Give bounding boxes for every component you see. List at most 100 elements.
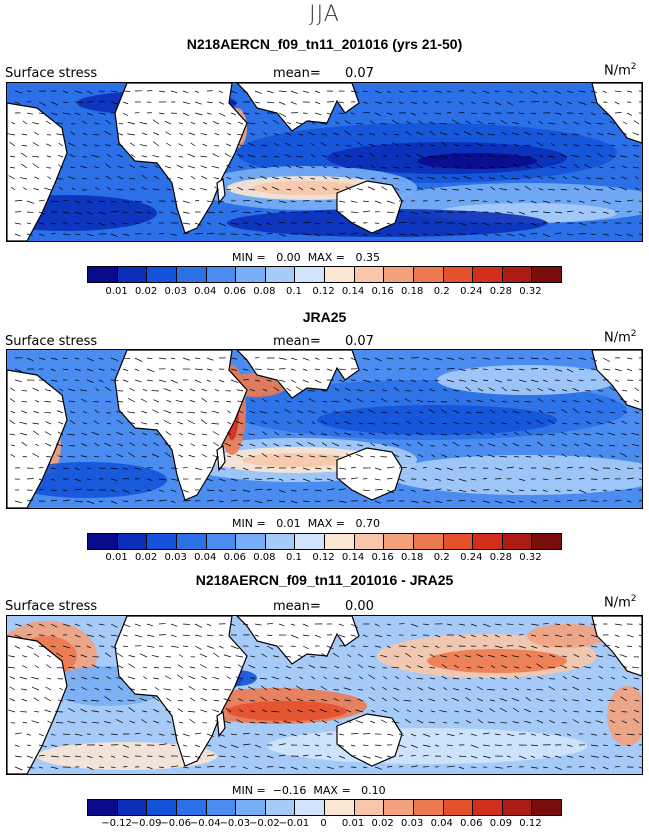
vector-arrow — [346, 709, 352, 713]
vector-arrow — [566, 466, 573, 469]
vector-arrow — [58, 421, 64, 425]
vector-arrow — [227, 410, 232, 414]
vector-arrow — [344, 432, 352, 436]
vector-arrow — [506, 489, 514, 494]
colorbar-tick-label: 0.01 — [341, 818, 365, 829]
vector-arrow — [382, 143, 388, 147]
vector-arrow — [224, 721, 232, 724]
vector-arrow — [573, 400, 580, 403]
vector-arrow — [31, 720, 40, 724]
panel2-title: JRA25 — [302, 309, 347, 325]
vector-arrow — [355, 453, 364, 458]
vector-arrow — [55, 443, 64, 447]
vector-arrow — [86, 500, 95, 504]
vector-arrow — [554, 90, 562, 94]
vector-arrow — [19, 421, 28, 425]
vector-arrow — [80, 455, 88, 458]
vector-arrow — [526, 411, 532, 414]
vector-arrow — [614, 467, 621, 471]
panel2-colorbar — [87, 533, 562, 550]
vector-arrow — [254, 478, 263, 481]
vector-arrow — [50, 200, 59, 203]
vector-arrow — [350, 744, 356, 747]
vector-arrow — [122, 233, 130, 236]
vector-arrow — [494, 379, 503, 383]
vector-arrow — [343, 687, 352, 691]
vector-arrow — [586, 654, 592, 658]
vector-arrow — [547, 188, 556, 191]
vector-arrow — [626, 645, 632, 647]
vector-arrow — [153, 175, 160, 180]
vector-arrow — [538, 454, 544, 458]
vector-arrow — [434, 357, 443, 361]
vector-arrow — [391, 442, 400, 447]
vector-arrow — [178, 187, 184, 191]
field-contour — [417, 153, 537, 169]
vector-arrow — [554, 101, 562, 106]
vector-arrow — [610, 411, 616, 414]
vector-arrow — [344, 120, 352, 125]
vector-arrow — [46, 143, 52, 147]
vector-arrow — [82, 132, 88, 136]
vector-arrow — [261, 709, 268, 713]
vector-arrow — [595, 655, 604, 658]
vector-arrow — [506, 222, 512, 225]
colorbar-tick-label: 0.2 — [433, 286, 450, 297]
vector-arrow — [50, 112, 58, 116]
vector-arrow — [418, 120, 424, 125]
vector-arrow — [386, 222, 392, 225]
vector-arrow — [585, 699, 592, 702]
vector-arrow — [151, 453, 160, 458]
vector-arrow — [626, 733, 635, 736]
vector-arrow — [559, 154, 568, 158]
vector-arrow — [338, 744, 344, 747]
vector-arrow — [586, 176, 592, 180]
vector-arrow — [597, 132, 604, 136]
vector-arrow — [374, 744, 382, 746]
vector-arrow — [410, 623, 419, 627]
vector-arrow — [626, 634, 634, 638]
vector-arrow — [476, 430, 484, 436]
vector-arrow — [116, 453, 124, 458]
field-contour — [387, 455, 642, 495]
vector-arrow — [561, 408, 568, 414]
vector-arrow — [273, 164, 280, 169]
vector-arrow — [249, 721, 256, 724]
vector-arrow — [309, 455, 316, 458]
vector-arrow — [19, 177, 28, 180]
vector-arrow — [428, 721, 436, 724]
vector-arrow — [22, 722, 28, 724]
vector-arrow — [464, 687, 472, 691]
vector-arrow — [200, 664, 208, 669]
vector-arrow — [332, 652, 340, 658]
vector-arrow — [194, 744, 201, 748]
vector-arrow — [482, 732, 490, 735]
vector-arrow — [350, 200, 358, 203]
vector-arrow — [638, 368, 642, 371]
vector-arrow — [326, 478, 334, 482]
vector-arrow — [490, 144, 496, 147]
vector-arrow — [230, 379, 239, 383]
vector-arrow — [170, 211, 178, 215]
vector-arrow — [561, 389, 568, 392]
vector-arrow — [290, 200, 296, 203]
colorbar-tick-label: 0.06 — [223, 552, 246, 563]
vector-arrow — [10, 444, 16, 447]
vector-arrow — [590, 645, 598, 648]
vector-arrow — [405, 718, 412, 724]
vector-arrow — [211, 689, 220, 691]
vector-arrow — [50, 357, 58, 360]
vector-arrow — [302, 634, 310, 637]
vector-arrow — [86, 233, 94, 237]
vector-arrow — [165, 431, 172, 436]
vector-arrow — [506, 500, 515, 504]
vector-arrow — [405, 455, 412, 458]
vector-arrow — [554, 489, 561, 492]
vector-arrow — [590, 766, 596, 769]
vector-arrow — [44, 411, 52, 414]
vector-arrow — [344, 154, 352, 158]
vector-arrow — [536, 132, 544, 136]
vector-arrow — [31, 677, 40, 680]
vector-arrow — [422, 478, 427, 481]
vector-arrow — [262, 398, 268, 403]
